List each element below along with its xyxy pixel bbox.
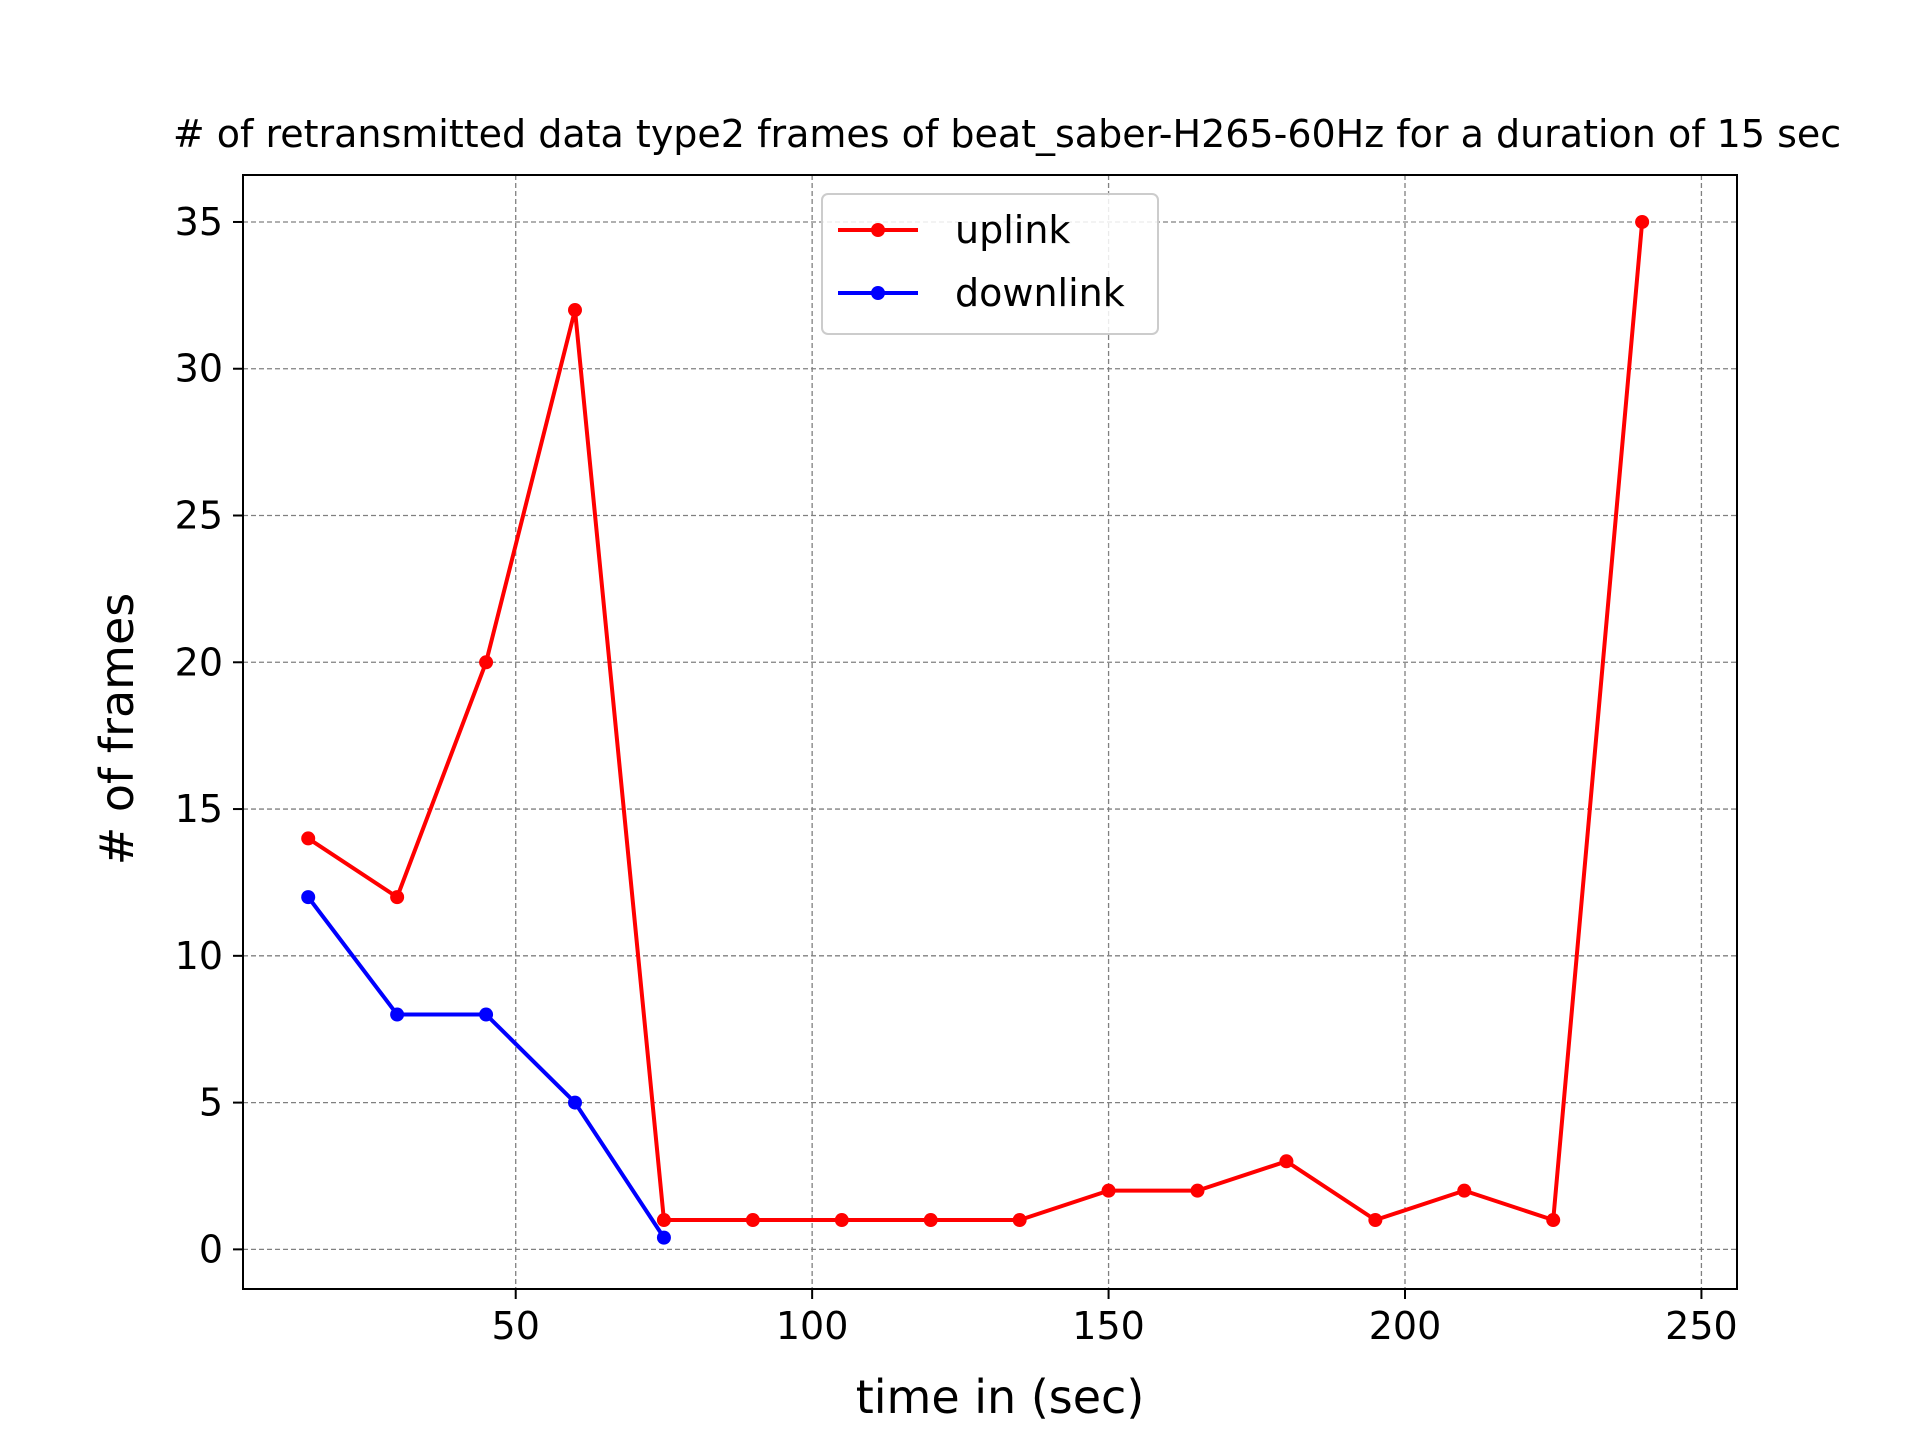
legend-label: downlink: [955, 271, 1125, 315]
y-tick-label: 30: [175, 347, 223, 391]
legend-swatch-marker: [871, 223, 885, 237]
data-point-uplink: [568, 303, 582, 318]
data-point-uplink: [656, 1213, 671, 1228]
data-point-uplink: [1012, 1213, 1027, 1228]
data-point-uplink: [479, 655, 494, 670]
x-axis: 50 100 150 200 250: [492, 1289, 1738, 1348]
legend: uplink downlink: [821, 193, 1159, 335]
data-point-uplink: [1101, 1183, 1116, 1198]
data-point-uplink: [1279, 1154, 1294, 1169]
y-tick-label: 10: [175, 934, 223, 978]
y-tick-label: 0: [199, 1227, 223, 1271]
series-layer: [301, 214, 1650, 1245]
x-axis-label: time in (sec): [856, 1370, 1145, 1424]
x-tick-label: 250: [1665, 1304, 1738, 1348]
data-point-uplink: [1635, 214, 1650, 229]
y-tick-label: 20: [175, 640, 223, 684]
data-point-uplink: [745, 1213, 760, 1228]
data-point-downlink: [301, 890, 316, 905]
y-axis-label: # of frames: [90, 593, 144, 866]
grid-lines: [243, 175, 1737, 1289]
data-point-downlink: [479, 1007, 494, 1022]
data-point-uplink: [923, 1213, 938, 1228]
y-tick-label: 35: [175, 200, 223, 244]
x-tick-label: 100: [776, 1304, 849, 1348]
y-axis: 0 5 10 15 20 25 30 35: [175, 200, 243, 1271]
data-point-uplink: [1457, 1183, 1472, 1198]
data-point-uplink: [390, 890, 405, 905]
y-tick-label: 5: [199, 1081, 223, 1125]
data-point-downlink: [390, 1007, 405, 1022]
x-tick-label: 50: [492, 1304, 540, 1348]
y-tick-label: 25: [175, 494, 223, 538]
data-point-downlink: [568, 1095, 582, 1110]
data-point-downlink: [656, 1230, 671, 1245]
legend-label: uplink: [955, 208, 1070, 252]
data-point-uplink: [834, 1213, 849, 1228]
x-tick-label: 150: [1072, 1304, 1145, 1348]
series-line-uplink: [307, 221, 1645, 1223]
y-tick-label: 15: [175, 787, 223, 831]
data-point-uplink: [1190, 1183, 1205, 1198]
legend-swatch-marker: [871, 286, 885, 300]
chart-title: # of retransmitted data type2 frames of …: [173, 112, 1841, 156]
data-point-uplink: [1368, 1213, 1383, 1228]
data-point-uplink: [301, 831, 316, 846]
data-point-uplink: [1546, 1213, 1561, 1228]
plot-area-frame: [242, 174, 1738, 1290]
x-tick-label: 200: [1369, 1304, 1442, 1348]
